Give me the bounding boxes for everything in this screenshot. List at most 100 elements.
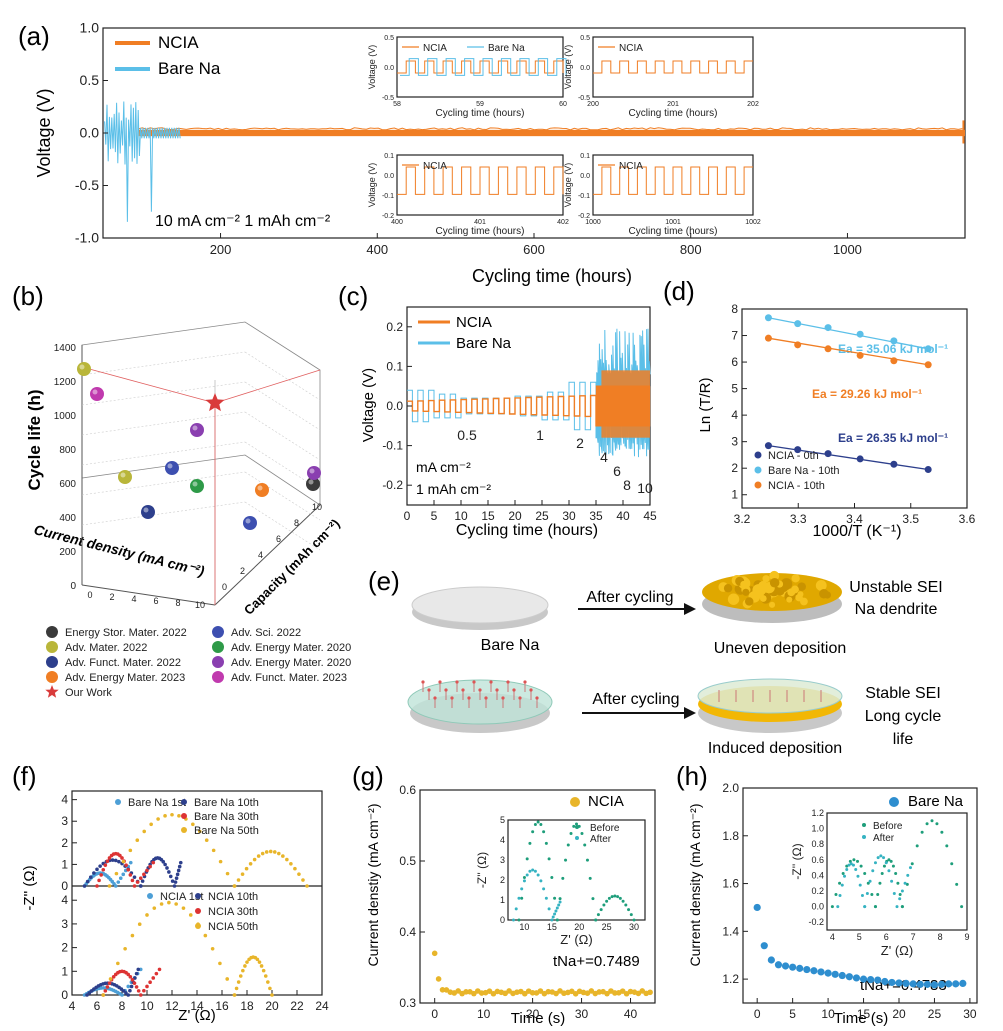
panel-d-y-tick-label: 3: [731, 435, 738, 449]
panel-h-point: [874, 976, 881, 983]
panel-f-ncia-50th: [241, 969, 245, 973]
panel-f-bare-50th: [163, 814, 167, 818]
panel-f-top-y-tick-label: 2: [61, 836, 68, 850]
panel-d-y-tick-label: 8: [731, 302, 738, 316]
panel-f-bare-50th: [170, 813, 174, 817]
schematic-ncia-pin-head: [478, 688, 481, 691]
panel-h-y-tick-label: 1.6: [722, 877, 739, 891]
panel-b-ytick-label: 1000: [54, 411, 77, 422]
panel-f-ncia-50th: [264, 974, 268, 978]
panel-f-ncia-10th: [128, 989, 132, 993]
panel-g-inset-before: [539, 823, 542, 826]
panel-h-inset-after: [906, 874, 909, 877]
panel-h-inset-before: [894, 872, 897, 875]
panel-f-bare-10th: [114, 859, 118, 863]
panel-b-gridline: [245, 352, 320, 400]
panel-f-ncia-10th: [135, 972, 139, 976]
panel-g-legend: NCIA: [588, 793, 624, 810]
panel-f-ncia-50th: [189, 913, 193, 917]
panel-label-f: (f): [12, 761, 37, 791]
panel-g-inset-after: [557, 904, 560, 907]
panel-c-x-tick-label: 10: [454, 509, 468, 523]
panel-a-inset-ytick-label: -0.5: [578, 95, 590, 102]
panel-h-inset-before: [881, 872, 884, 875]
panel-d-legend-label: NCIA - 10th: [768, 480, 825, 492]
panel-f-bare-50th: [149, 822, 153, 826]
panel-g-x-tick-label: 20: [526, 1007, 540, 1021]
panel-d-point: [925, 466, 932, 473]
panel-a-x-tick-label: 800: [680, 242, 702, 257]
panel-f-ncia-50th: [237, 980, 241, 984]
panel-h-inset-legend-label: After: [873, 833, 895, 844]
panel-h-point: [761, 942, 768, 949]
panel-f-bare-30th: [104, 863, 108, 867]
panel-c-x-tick-label: 35: [589, 509, 603, 523]
schematic-dendrite-blob: [797, 591, 803, 597]
panel-b-gridline: [82, 502, 245, 525]
panel-f-ncia-1st: [126, 985, 130, 989]
panel-a-inset-ytick-label: -0.2: [578, 213, 590, 220]
panel-g-x-tick-label: 30: [575, 1007, 589, 1021]
panel-f-bare-10th: [174, 880, 178, 884]
panel-f-bottom-y-tick-label: 4: [61, 893, 68, 907]
schematic-top-bottom-label: Uneven deposition: [714, 640, 847, 657]
panel-g-inset-legend-label: Before: [590, 823, 620, 834]
panel-h-inset-after: [841, 884, 844, 887]
panel-h-inset-after: [896, 905, 899, 908]
panel-h-inset-after: [901, 890, 904, 893]
panel-f-x-tick-label: 8: [119, 999, 126, 1013]
panel-b-ytick-label: 200: [59, 547, 76, 558]
panel-g-inset-before: [528, 842, 531, 845]
panel-f-ncia-50th: [145, 913, 149, 917]
panel-h-point: [895, 979, 902, 986]
panel-g-inset-before: [583, 843, 586, 846]
panel-f-bare-30th: [129, 873, 133, 877]
panel-f-bare-30th: [139, 876, 143, 880]
panel-f-ncia-50th: [116, 962, 120, 966]
panel-b-point: [118, 470, 132, 484]
panel-f-bottom-legend-label: NCIA 10th: [208, 891, 258, 903]
panel-f-bottom-legend-marker: [195, 908, 201, 914]
panel-h-inset-xtick-label: 4: [830, 932, 835, 942]
panel-f-bare-50th: [237, 878, 241, 882]
panel-f-bare-30th: [126, 868, 130, 872]
panel-h-inset-legend-label: Before: [873, 821, 903, 832]
panel-a-inset-ytick-label: 0.0: [580, 65, 590, 72]
panel-h-point: [810, 967, 817, 974]
schematic-ncia-pin-head: [427, 688, 430, 691]
panel-c-y-tick-label: 0.1: [386, 359, 403, 373]
panel-a-ncia-edge: [138, 128, 962, 130]
panel-g-inset-before: [550, 876, 553, 879]
panel-f-ncia-50th: [243, 964, 247, 968]
panel-label-e: (e): [368, 566, 400, 596]
panel-g-inset-before: [613, 895, 616, 898]
panel-h-inset-after: [859, 884, 862, 887]
panel-h-inset-legend-marker: [862, 835, 866, 839]
panel-f-ncia-50th: [138, 922, 142, 926]
panel-g-x-tick-label: 40: [624, 1007, 638, 1021]
panel-h-point: [768, 956, 775, 963]
panel-f-top-legend-label: Bare Na 50th: [194, 825, 259, 837]
panel-h-inset-after: [869, 880, 872, 883]
panel-c-x-tick-label: 20: [508, 509, 522, 523]
panel-f-ncia-30th: [129, 975, 133, 979]
panel-f-ncia-50th: [268, 987, 272, 991]
panel-g-inset-after: [553, 913, 556, 916]
panel-h-inset-before: [901, 905, 904, 908]
panel-h-inset-after: [874, 861, 877, 864]
panel-f-ncia-50th: [266, 980, 270, 984]
panel-h-frame: [743, 788, 977, 1003]
panel-g-inset-ytick-label: 0: [500, 915, 505, 925]
panel-h-inset-before: [950, 862, 953, 865]
panel-h-point: [867, 976, 874, 983]
panel-h-point: [938, 981, 945, 988]
panel-b-point-highlight: [310, 469, 315, 474]
panel-a-inset-xtick-label: 202: [747, 101, 759, 108]
panel-h-point: [910, 980, 917, 987]
panel-h-inset-ytick-label: 0.8: [811, 839, 824, 849]
panel-f-bare-10th: [178, 865, 182, 869]
panel-b-point: [255, 483, 269, 497]
panel-g-inset-before: [561, 877, 564, 880]
panel-d-point: [925, 345, 932, 352]
panel-f-top-legend-label: Bare Na 1st: [128, 797, 186, 809]
